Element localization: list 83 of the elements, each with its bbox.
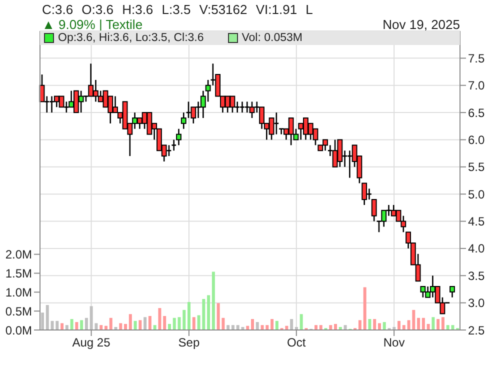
y2-tick-label: 1.0M [5,285,32,300]
y-tick-label: 3.0 [468,296,486,310]
bar [441,317,444,330]
y-tick-label: 5.5 [468,160,486,174]
bar [153,325,156,330]
bar [60,323,64,330]
bar [378,323,381,330]
candlestick [278,128,284,135]
bar [436,319,440,330]
y2-tick-label: 0.5M [5,304,32,318]
bar [373,319,376,330]
text: C:3.6 O:3.6 H:3.6 L:3.5 V:53162 VI:1.91 L [42,2,313,17]
bar [212,272,215,330]
bar [334,324,338,330]
x-tick-label: Aug 25 [72,336,111,350]
bar [319,325,322,330]
candlestick [362,182,368,206]
y2-tick-label: 1.5M [5,266,32,280]
y-tick-label: 6.0 [468,132,486,147]
bar [398,320,401,330]
bar [158,308,162,330]
bar [124,324,128,330]
bar [182,310,186,330]
bar [275,320,278,330]
bar [119,323,122,330]
bar [163,316,166,330]
y2-tick-label: 0.0M [5,323,32,338]
candlestick [239,101,246,114]
bar [300,314,303,330]
bar [402,325,406,330]
bar [168,324,171,330]
bar [70,319,74,330]
bar [192,317,196,330]
candlestick [48,96,55,114]
bar [148,316,152,330]
y-tick-label: 7.0 [468,78,486,93]
bar [226,325,230,330]
bar [382,322,386,330]
bar [207,295,210,330]
y-tick-label: 3.5 [468,268,486,283]
bar [363,287,366,330]
bar [80,320,84,330]
bar [144,317,147,330]
bar [426,324,430,330]
bar [41,312,44,330]
bar [75,322,78,330]
y-tick-label: 6.5 [468,106,486,120]
bar [188,302,191,330]
y-tick-label: 7.5 [468,51,486,66]
y-tick-label: 2.5 [468,323,486,338]
legend-label: Op:3.6, Hi:3.6, Lo:3.5, Cl:3.6 [58,32,204,44]
bar [100,325,103,330]
bar [134,320,137,330]
bar [344,325,347,330]
candlestick [450,286,455,298]
annotation: Nov 19, 2025 [382,17,460,32]
y-tick-label: 5.0 [468,187,486,202]
y2-tick-label: 2.0M [5,248,32,262]
bar [65,325,68,330]
y-tick-label: 4.5 [468,214,486,229]
bar [251,319,254,330]
x-tick-label: Sep [178,336,200,350]
bar [314,325,318,330]
bar [358,320,362,330]
bar [46,305,49,330]
bar [128,314,132,330]
x-tick-label: Oct [287,336,306,350]
bar [270,319,274,330]
candlestick [249,101,255,119]
bar [231,325,234,330]
y-tick-label: 4.0 [468,242,486,256]
bar [329,325,332,330]
bar [368,319,372,330]
bar [422,318,425,330]
legend-label: Vol: 0.053M [242,32,302,44]
bar [109,318,112,330]
bar [84,318,88,330]
bar [256,322,259,330]
bar [138,320,142,330]
bar [290,319,294,330]
bar [432,317,435,330]
x-tick-label: Nov [383,336,405,350]
bar [417,318,420,330]
